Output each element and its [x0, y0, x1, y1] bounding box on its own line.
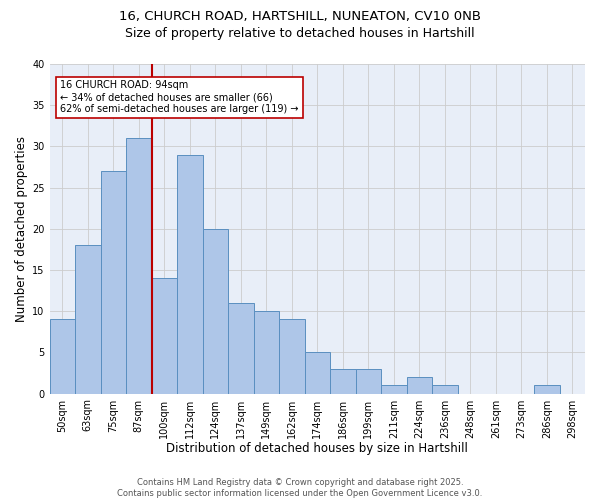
Bar	[330, 369, 356, 394]
Bar	[407, 377, 432, 394]
X-axis label: Distribution of detached houses by size in Hartshill: Distribution of detached houses by size …	[166, 442, 468, 455]
Bar	[203, 229, 228, 394]
Bar	[228, 303, 254, 394]
Bar	[152, 278, 177, 394]
Bar	[381, 386, 407, 394]
Bar	[177, 154, 203, 394]
Text: Contains HM Land Registry data © Crown copyright and database right 2025.
Contai: Contains HM Land Registry data © Crown c…	[118, 478, 482, 498]
Text: 16, CHURCH ROAD, HARTSHILL, NUNEATON, CV10 0NB: 16, CHURCH ROAD, HARTSHILL, NUNEATON, CV…	[119, 10, 481, 23]
Bar	[432, 386, 458, 394]
Bar	[279, 320, 305, 394]
Bar	[305, 352, 330, 394]
Bar	[254, 311, 279, 394]
Y-axis label: Number of detached properties: Number of detached properties	[15, 136, 28, 322]
Text: 16 CHURCH ROAD: 94sqm
← 34% of detached houses are smaller (66)
62% of semi-deta: 16 CHURCH ROAD: 94sqm ← 34% of detached …	[60, 80, 299, 114]
Bar	[50, 320, 75, 394]
Text: Size of property relative to detached houses in Hartshill: Size of property relative to detached ho…	[125, 28, 475, 40]
Bar	[356, 369, 381, 394]
Bar	[75, 246, 101, 394]
Bar	[126, 138, 152, 394]
Bar	[534, 386, 560, 394]
Bar	[101, 171, 126, 394]
